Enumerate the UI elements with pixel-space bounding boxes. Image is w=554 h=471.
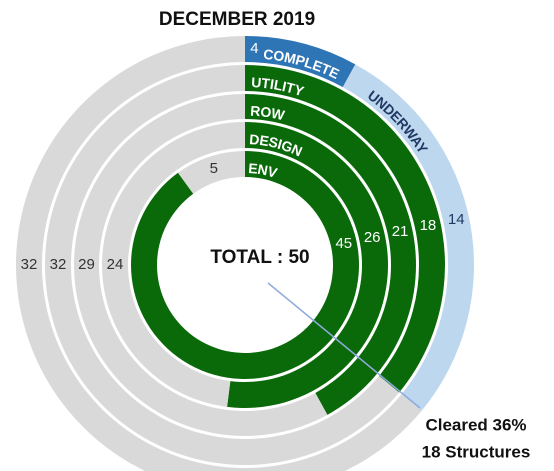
value-label: 14 [448, 211, 465, 228]
ring-segment [177, 151, 245, 194]
value-label: 26 [364, 229, 381, 246]
value-label: 32 [21, 256, 38, 273]
segment-name: ENV [248, 160, 280, 181]
ring-segment [45, 65, 400, 465]
center-label: TOTAL : 50 [210, 247, 309, 268]
value-label: 45 [335, 235, 352, 252]
segment-name: ROW [250, 102, 287, 123]
chart-title: DECEMBER 2019 [159, 9, 315, 30]
ring-segment [245, 36, 356, 88]
annotation: Cleared 36% [425, 415, 526, 434]
ring-segment [245, 94, 417, 415]
value-label: 5 [210, 160, 218, 177]
value-label: 18 [420, 217, 437, 234]
value-label: 29 [78, 256, 95, 273]
value-label: 24 [107, 256, 124, 273]
ring-segment [245, 65, 445, 393]
ring-segment [342, 64, 474, 411]
ring-segment [74, 94, 328, 436]
annotation: 18 Structures [422, 442, 531, 461]
value-label: 4 [250, 40, 258, 57]
segment-name: ENV [248, 160, 280, 181]
value-label: 21 [392, 223, 409, 240]
ring-segment [16, 36, 422, 471]
annotation-line [267, 282, 421, 409]
ring-segment [227, 122, 388, 408]
ring-segment [101, 122, 245, 407]
value-label: 32 [50, 256, 67, 273]
segment-name: ROW [250, 102, 287, 123]
